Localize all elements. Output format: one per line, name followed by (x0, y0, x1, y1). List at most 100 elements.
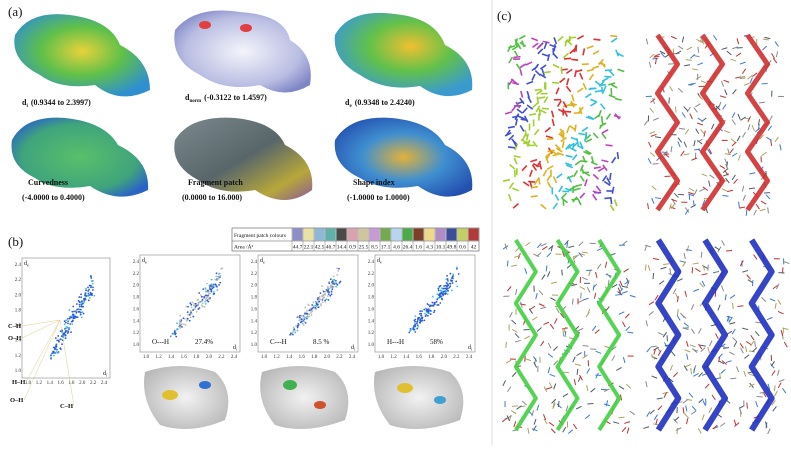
fp-point (427, 315, 429, 317)
bond (725, 154, 731, 155)
bond (663, 392, 669, 393)
x-tick-label: 1.4 (168, 355, 175, 360)
fp-point (416, 321, 418, 323)
bond (542, 54, 549, 56)
bond (515, 289, 516, 295)
bond (652, 186, 656, 190)
bond (709, 407, 712, 412)
bond (696, 76, 701, 79)
bond (729, 323, 735, 325)
bond (523, 108, 528, 113)
bond (597, 264, 600, 269)
bond (601, 104, 605, 110)
bond (663, 332, 666, 337)
bond (506, 342, 507, 348)
fp-point (436, 293, 438, 295)
y-tick-label: 2.2 (368, 272, 375, 277)
bond (650, 131, 656, 133)
bond (503, 380, 506, 385)
fp-point (297, 325, 299, 327)
y-tick-label: 1.8 (368, 296, 375, 301)
bond (617, 152, 618, 159)
x-tick-label: 2.0 (206, 355, 213, 360)
bond (697, 123, 703, 125)
bond (718, 354, 722, 358)
bond (730, 295, 735, 298)
bond (656, 419, 658, 425)
bond (716, 333, 719, 338)
bond (585, 94, 591, 98)
fp-point (433, 305, 435, 307)
fp-point (185, 306, 187, 308)
fp-point (198, 292, 200, 294)
y-tick-label: 1.2 (15, 354, 22, 359)
bond (727, 316, 733, 317)
bond (541, 244, 547, 246)
fp-point (325, 291, 327, 293)
bond (712, 395, 715, 400)
fp-point (186, 320, 188, 322)
colour-swatch (359, 229, 369, 241)
bond (552, 119, 554, 126)
bond (671, 146, 672, 152)
fp-point (447, 290, 449, 292)
fp-point (50, 356, 52, 358)
fp-point (443, 285, 445, 287)
fp-point (54, 348, 56, 350)
fp-point (412, 328, 414, 330)
surface-blob (144, 366, 228, 429)
bond (606, 145, 613, 146)
table-cell: 4.6 (393, 245, 400, 251)
bond (592, 326, 596, 331)
bond (730, 378, 736, 379)
fp-point (417, 317, 419, 319)
bond (670, 86, 673, 91)
bond (575, 185, 582, 187)
bond (582, 277, 587, 280)
bond (755, 341, 756, 347)
bond (543, 322, 549, 324)
bond (560, 78, 565, 82)
fp-point (87, 286, 89, 288)
bond (756, 204, 759, 209)
bond (622, 322, 625, 327)
bond (624, 422, 630, 424)
bond (720, 165, 725, 168)
y-tick-label: 2.4 (368, 260, 375, 265)
fp-point (336, 274, 338, 276)
fp-point (414, 324, 416, 326)
fp-point (430, 313, 432, 315)
bond (684, 142, 687, 147)
bond (643, 427, 649, 429)
bond (693, 373, 698, 376)
fp-point (317, 306, 319, 308)
bond (678, 46, 683, 49)
fp-point (92, 286, 94, 288)
fp-point (61, 335, 63, 337)
bond (587, 385, 588, 391)
bond (572, 299, 573, 305)
table-row-label: Area /Å² (234, 243, 254, 251)
fp-point (207, 301, 209, 303)
fp-point (429, 306, 431, 308)
bond (582, 127, 588, 131)
fp-point (193, 305, 195, 307)
fp-point (447, 284, 449, 286)
bond (575, 161, 581, 165)
fp-point (436, 299, 438, 301)
fp-point (85, 288, 87, 290)
bond (737, 38, 739, 44)
fp-point (434, 302, 436, 304)
bond (743, 132, 746, 137)
fp-point (327, 286, 329, 288)
bond (587, 368, 590, 373)
fp-point (322, 301, 324, 303)
fp-point (439, 285, 441, 287)
axis-label: de (24, 261, 29, 268)
bond (691, 304, 694, 309)
colour-swatch (447, 229, 457, 241)
bond (521, 91, 523, 98)
bond (583, 48, 584, 55)
fp-point (90, 286, 92, 288)
bond (757, 396, 763, 397)
